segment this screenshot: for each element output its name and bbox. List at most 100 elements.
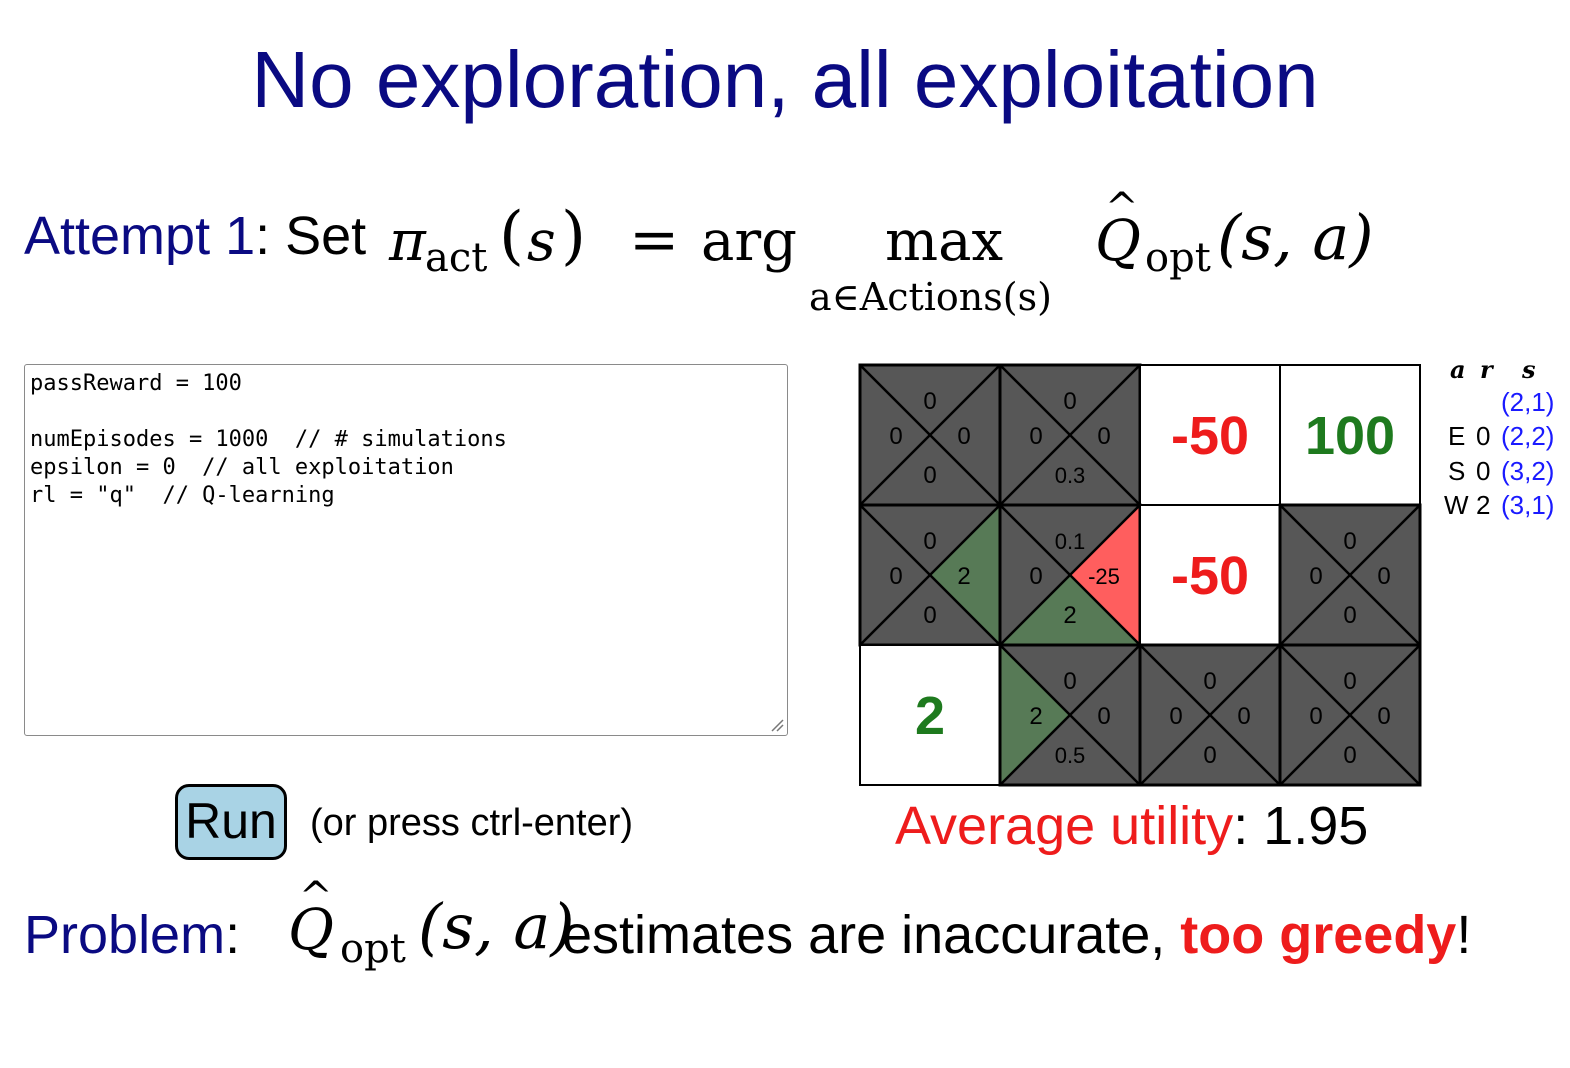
formula-open-paren: ( <box>499 199 524 273</box>
q-triangle-w <box>1140 645 1210 785</box>
q-triangle-e <box>1070 365 1140 505</box>
resize-handle-icon[interactable] <box>770 718 784 732</box>
q-triangle-n <box>860 365 1000 435</box>
q-value-w: 0 <box>1029 423 1042 450</box>
q-value-n: 0 <box>923 388 936 415</box>
terminal-cell <box>1139 504 1281 646</box>
q-value-w: 0 <box>889 563 902 590</box>
q-value-s: 0.5 <box>1055 743 1086 768</box>
q-triangle-n <box>860 505 1000 575</box>
terminal-cell <box>859 644 1001 786</box>
episode-header-a: a <box>1450 355 1466 384</box>
q-value-s: 0 <box>1343 742 1356 769</box>
average-utility-value: 1.95 <box>1263 796 1369 856</box>
cell-diagonal <box>1279 504 1421 646</box>
cell-diagonal <box>859 364 1001 506</box>
problem-formula-sa: (s, a) <box>418 890 575 963</box>
run-hint: (or press ctrl-enter) <box>310 802 634 844</box>
episode-header-r: r <box>1480 355 1493 384</box>
q-value-e: 2 <box>957 563 970 590</box>
cell-diagonal <box>1139 644 1281 786</box>
q-value-s: 0 <box>1203 742 1216 769</box>
code-line: epsilon = 0 // all exploitation <box>30 455 454 480</box>
q-triangle-w <box>1000 505 1070 645</box>
episode-header-s: s <box>1522 355 1536 384</box>
q-value-w: 0 <box>1169 703 1182 730</box>
problem-label-text: Problem <box>24 905 226 965</box>
q-value-n: 0 <box>1343 668 1356 695</box>
q-triangle-s <box>1140 715 1280 785</box>
q-triangle-w <box>1280 505 1350 645</box>
formula-close-paren: ) <box>561 199 586 273</box>
q-triangle-w <box>860 505 930 645</box>
episode-state: (2,1) <box>1501 387 1555 417</box>
q-value-e: 0 <box>1377 563 1390 590</box>
q-value-n: 0 <box>923 528 936 555</box>
q-triangle-n <box>1000 365 1140 435</box>
episode-reward: 0 <box>1476 456 1491 486</box>
q-value-s: 0.3 <box>1055 463 1086 488</box>
terminal-cell <box>1279 364 1421 506</box>
q-triangle-w <box>1280 645 1350 785</box>
episode-state: (3,2) <box>1501 456 1555 486</box>
run-button[interactable]: Run <box>175 784 287 860</box>
attempt-label: Attempt 1: Set <box>24 205 366 267</box>
q-triangle-w <box>1000 365 1070 505</box>
q-value-w: 0 <box>1309 563 1322 590</box>
q-value-e: 0 <box>957 423 970 450</box>
problem-statement: Problem: ^ Q opt (s, a) estimates are in… <box>24 874 1564 990</box>
q-value-e: 0 <box>1097 423 1110 450</box>
q-triangle-e <box>1070 645 1140 785</box>
q-value-s: 0 <box>923 462 936 489</box>
formula-sa: (s, a) <box>1217 201 1374 274</box>
formula-opt-subscript: opt <box>1145 235 1211 281</box>
q-value-s: 0 <box>1343 602 1356 629</box>
q-value-e: 0 <box>1097 703 1110 730</box>
q-triangle-n <box>1280 645 1420 715</box>
q-value-n: 0.1 <box>1055 529 1086 554</box>
q-value-n: 0 <box>1343 528 1356 555</box>
formula-arg: arg <box>701 209 798 274</box>
q-triangle-s <box>1000 575 1140 645</box>
cell-diagonal <box>999 364 1141 506</box>
average-utility-sep: : <box>1233 796 1249 856</box>
q-value-n: 0 <box>1063 668 1076 695</box>
formula-act-subscript: act <box>425 235 488 281</box>
formula-max: max <box>885 209 1004 274</box>
q-value-w: 2 <box>1029 703 1042 730</box>
problem-colon: : <box>225 905 241 965</box>
q-triangle-w <box>1000 645 1070 785</box>
argmax-formula: π act ( s ) = arg max a∈Actions(s) ^ Q o… <box>389 185 1489 335</box>
q-triangle-s <box>860 575 1000 645</box>
episode-state: (2,2) <box>1501 421 1555 451</box>
q-triangle-n <box>1000 505 1140 575</box>
code-line: rl = "q" // Q-learning <box>30 483 335 508</box>
q-triangle-e <box>1070 505 1140 645</box>
q-value-s: 0 <box>923 602 936 629</box>
q-value-w: 0 <box>1309 703 1322 730</box>
terminal-reward: 2 <box>915 686 945 746</box>
code-editor[interactable]: passReward = 100 numEpisodes = 1000 // #… <box>24 364 788 736</box>
attempt-formula-line: Attempt 1: Set π act ( s ) = arg max a∈A… <box>24 185 1524 335</box>
code-line <box>30 398 782 426</box>
q-value-e: 0 <box>1377 703 1390 730</box>
q-triangle-n <box>1000 645 1140 715</box>
q-value-w: 0 <box>889 423 902 450</box>
code-line: passReward = 100 <box>30 371 242 396</box>
q-triangle-e <box>930 505 1000 645</box>
q-value-w: 0 <box>1029 563 1042 590</box>
cell-diagonal <box>999 504 1141 646</box>
terminal-reward: -50 <box>1171 546 1249 606</box>
q-triangle-w <box>860 365 930 505</box>
q-triangle-n <box>1280 505 1420 575</box>
formula-equals: = <box>629 205 680 275</box>
average-utility-label: Average utility <box>895 796 1234 856</box>
q-triangle-e <box>1210 645 1280 785</box>
q-value-s: 2 <box>1063 602 1076 629</box>
episode-reward: 0 <box>1476 421 1491 451</box>
q-triangle-e <box>1350 505 1420 645</box>
grid-border <box>859 364 1421 786</box>
formula-q: Q <box>1095 209 1141 274</box>
formula-pi: π <box>389 209 426 274</box>
